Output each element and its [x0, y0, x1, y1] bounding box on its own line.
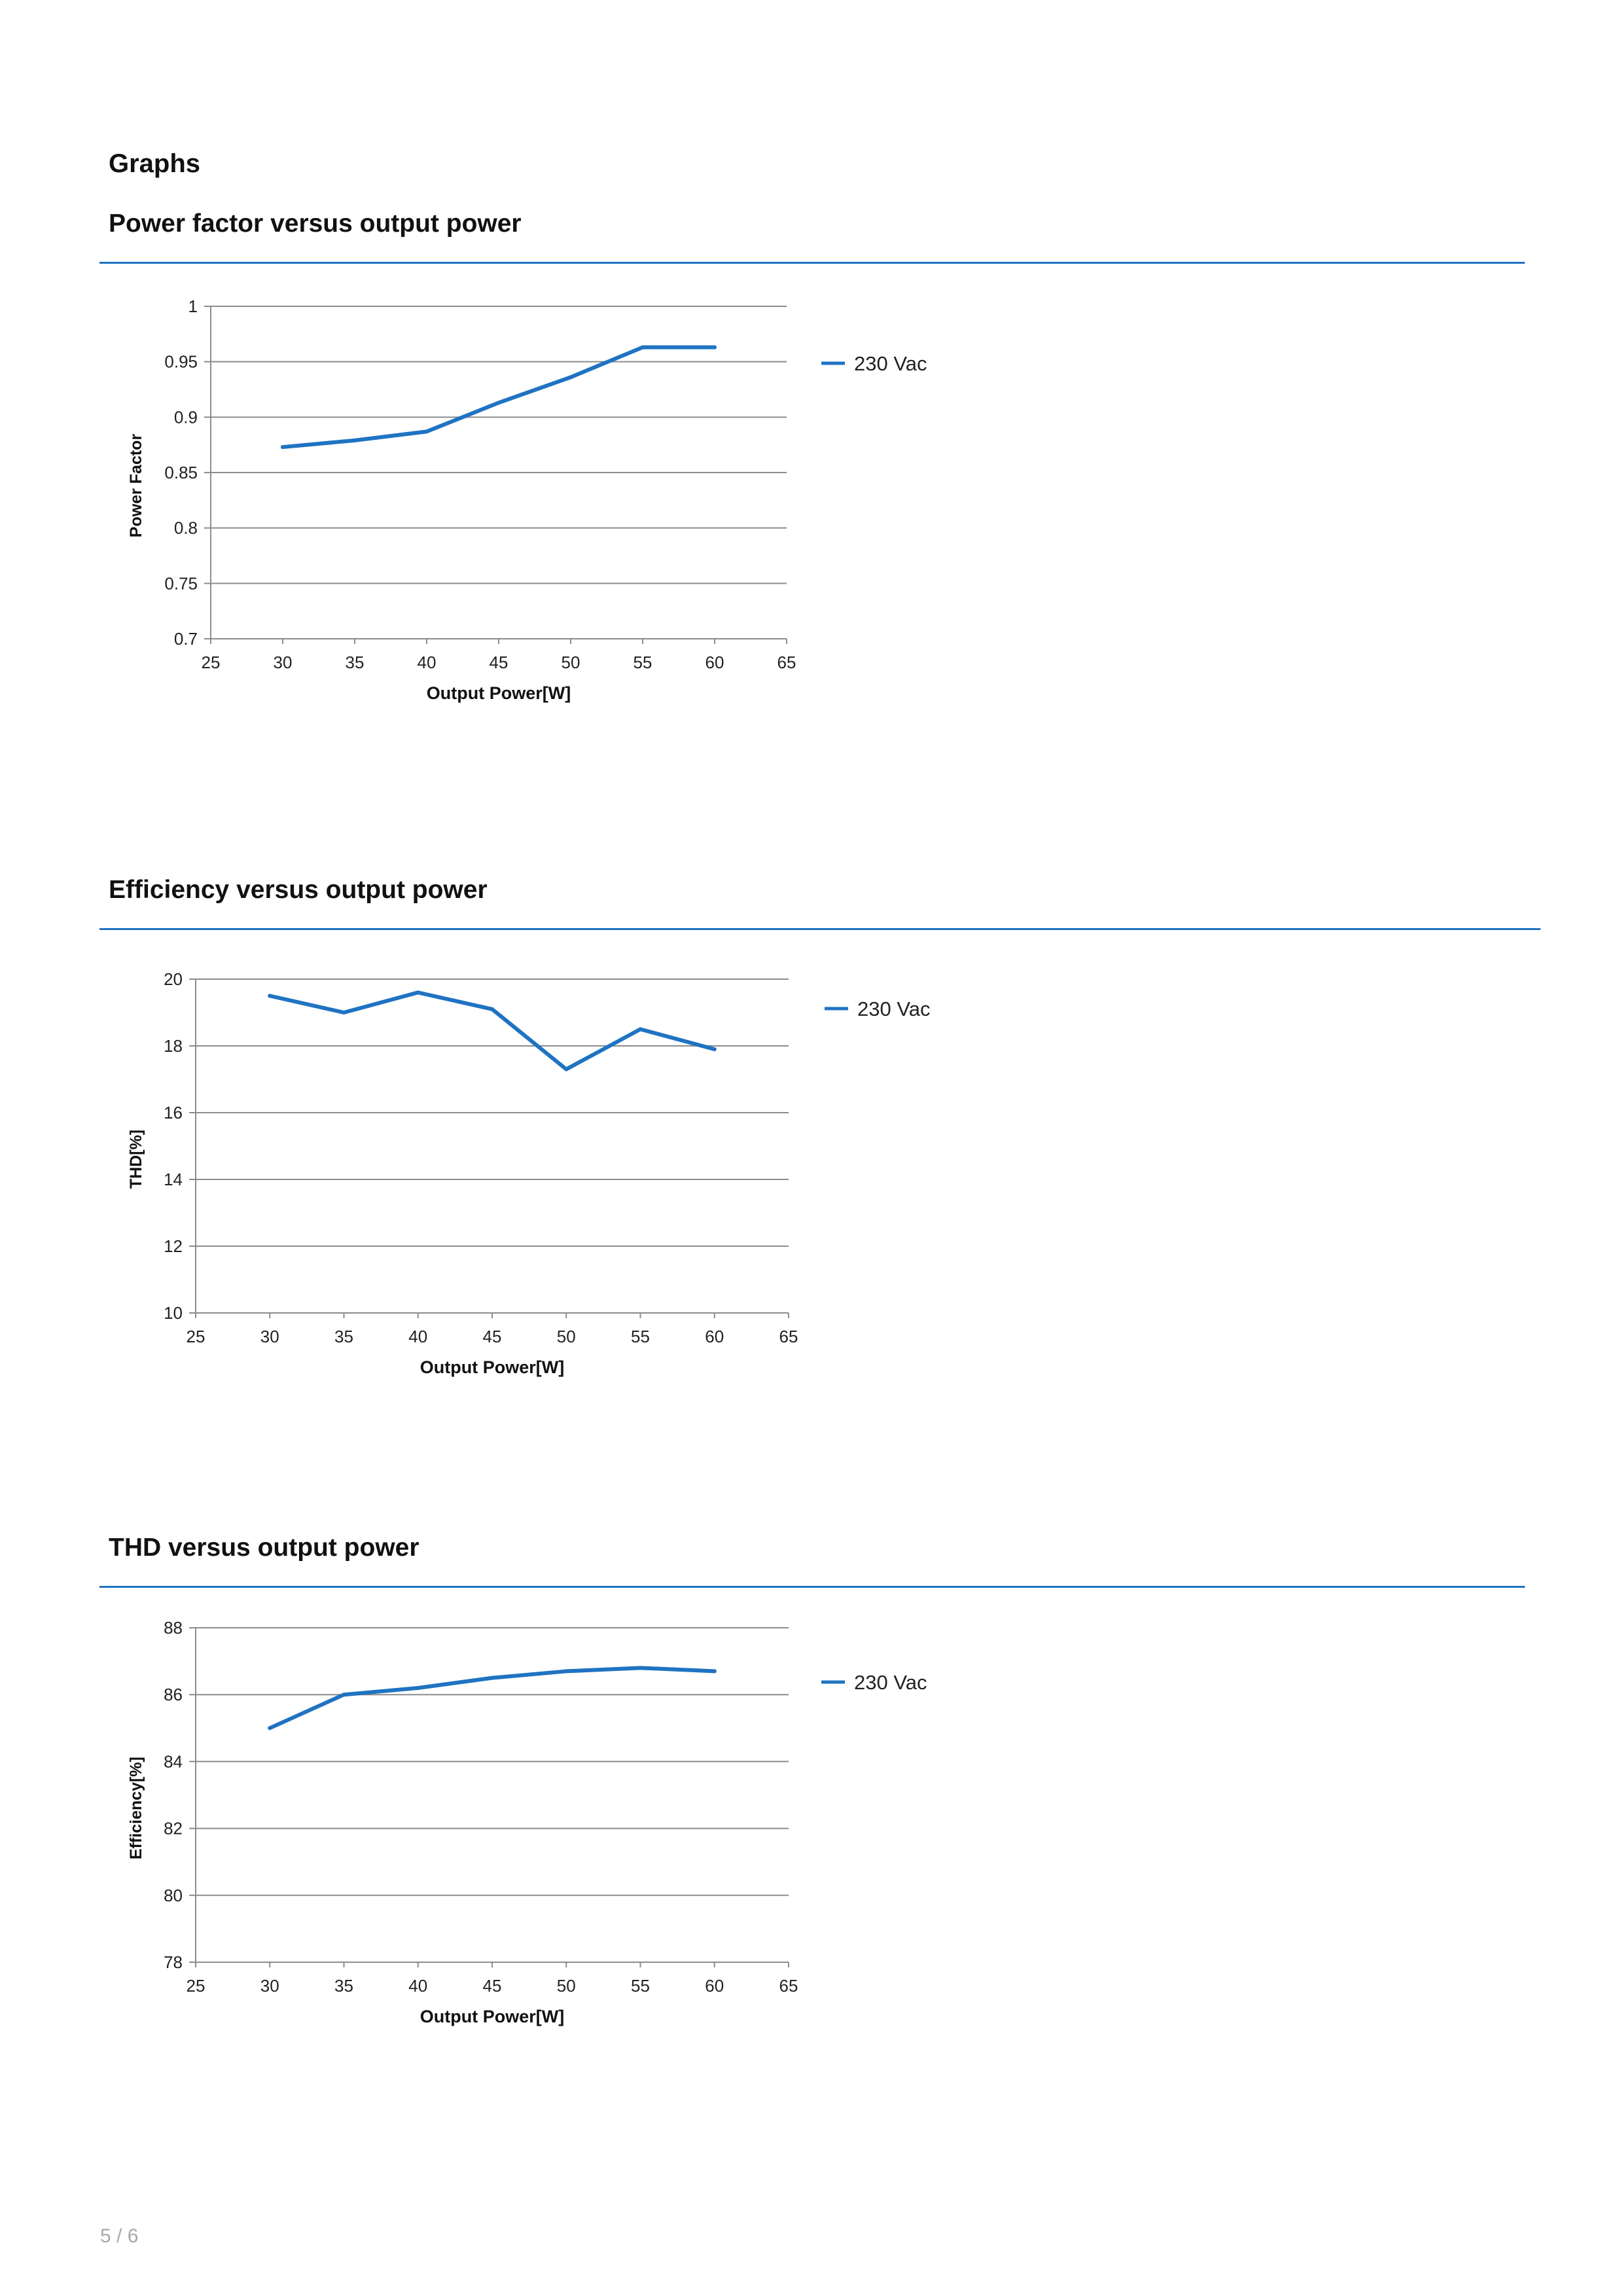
y-tick-label: 0.8 — [174, 518, 198, 538]
x-tick-label: 55 — [631, 1327, 650, 1346]
series-line-0 — [268, 990, 717, 1071]
efficiency-chart: 78 80 82 84 86 88 25 30 35 40 45 50 55 60 65 Output Pow… — [127, 1618, 927, 2026]
y-tick-label: 0.75 — [164, 573, 198, 593]
data-point — [712, 1047, 717, 1052]
x-tick-label: 35 — [334, 1327, 353, 1346]
data-point — [425, 429, 429, 434]
section-title-power-factor: Power factor versus output power — [109, 209, 522, 238]
x-tick-label: 45 — [483, 1327, 502, 1346]
data-point — [268, 994, 272, 998]
x-tick-label: 50 — [562, 653, 580, 672]
y-axis-title: THD[%] — [127, 1130, 145, 1189]
y-tick-label: 16 — [164, 1103, 183, 1122]
data-point — [353, 438, 357, 442]
section-divider — [99, 262, 1525, 264]
y-axis-title: Power Factor — [127, 434, 145, 538]
data-point — [564, 1067, 569, 1071]
x-tick-label: 40 — [418, 653, 437, 672]
x-tick-label: 55 — [631, 1976, 650, 1996]
y-tick-label: 78 — [164, 1952, 183, 1972]
page-heading: Graphs — [109, 149, 201, 178]
data-point — [342, 1693, 346, 1697]
x-tick-label: 35 — [334, 1976, 353, 1996]
x-tick-label: 60 — [705, 653, 724, 672]
y-tick-label: 0.7 — [174, 629, 198, 649]
y-tick-label: 12 — [164, 1236, 183, 1256]
page-number: 5 / 6 — [100, 2225, 139, 2247]
thd-chart: 10 12 14 16 18 20 25 30 35 40 45 50 55 60 65 Output Pow… — [127, 969, 930, 1377]
y-tick-label: 1 — [188, 296, 198, 316]
x-tick-label: 50 — [557, 1976, 576, 1996]
section-title-thd: THD versus output power — [109, 1534, 419, 1562]
data-point — [416, 990, 420, 995]
x-axis-title: Output Power[W] — [420, 2007, 564, 2026]
x-axis-title: Output Power[W] — [427, 683, 571, 703]
x-axis-title: Output Power[W] — [420, 1357, 564, 1377]
y-tick-label: 18 — [164, 1036, 183, 1056]
x-tick-label: 45 — [483, 1976, 502, 1996]
y-tick-label: 86 — [164, 1685, 183, 1704]
x-tick-label: 65 — [779, 1327, 798, 1346]
data-point — [569, 375, 573, 380]
x-tick-label: 40 — [408, 1976, 427, 1996]
x-tick-label: 65 — [777, 653, 796, 672]
x-tick-label: 25 — [202, 653, 221, 672]
y-tick-label: 10 — [164, 1303, 183, 1323]
data-point — [268, 1726, 272, 1731]
x-tick-label: 30 — [260, 1327, 279, 1346]
y-tick-label: 0.85 — [164, 463, 198, 482]
x-tick-label: 30 — [274, 653, 293, 672]
x-tick-label: 25 — [187, 1327, 205, 1346]
y-tick-label: 0.95 — [164, 352, 198, 372]
y-tick-label: 80 — [164, 1886, 183, 1905]
y-tick-label: 20 — [164, 969, 183, 989]
y-tick-label: 0.9 — [174, 407, 198, 427]
x-tick-label: 60 — [705, 1327, 724, 1346]
data-point — [641, 345, 645, 350]
legend-label: 230 Vac — [854, 1671, 927, 1694]
x-tick-label: 40 — [408, 1327, 427, 1346]
section-divider — [99, 928, 1541, 930]
y-axis-title: Efficiency[%] — [127, 1757, 145, 1859]
x-tick-label: 35 — [346, 653, 365, 672]
y-tick-label: 84 — [164, 1751, 183, 1771]
x-tick-label: 30 — [260, 1976, 279, 1996]
x-tick-label: 65 — [779, 1976, 798, 1996]
data-point — [497, 401, 501, 405]
x-tick-label: 25 — [187, 1976, 205, 1996]
data-point — [713, 345, 717, 350]
x-tick-label: 55 — [633, 653, 652, 672]
data-point — [416, 1685, 420, 1690]
data-point — [638, 1027, 643, 1031]
data-point — [564, 1669, 569, 1674]
data-point — [490, 1676, 494, 1680]
x-tick-label: 45 — [490, 653, 508, 672]
data-point — [638, 1666, 643, 1670]
y-tick-label: 82 — [164, 1819, 183, 1839]
data-point — [490, 1007, 494, 1011]
power-factor-chart: 0.7 0.75 0.8 0.85 0.9 0.95 1 25 30 35 40 45 50 55 60 65… — [127, 296, 927, 703]
x-tick-label: 60 — [705, 1976, 724, 1996]
section-title-efficiency: Efficiency versus output power — [109, 876, 488, 904]
y-tick-label: 88 — [164, 1618, 183, 1638]
data-point — [281, 445, 285, 450]
y-tick-label: 14 — [164, 1170, 183, 1189]
data-point — [712, 1669, 717, 1674]
section-divider — [99, 1586, 1525, 1588]
legend-label: 230 Vac — [857, 997, 930, 1020]
legend-label: 230 Vac — [854, 352, 927, 375]
data-point — [342, 1011, 346, 1014]
x-tick-label: 50 — [557, 1327, 576, 1346]
